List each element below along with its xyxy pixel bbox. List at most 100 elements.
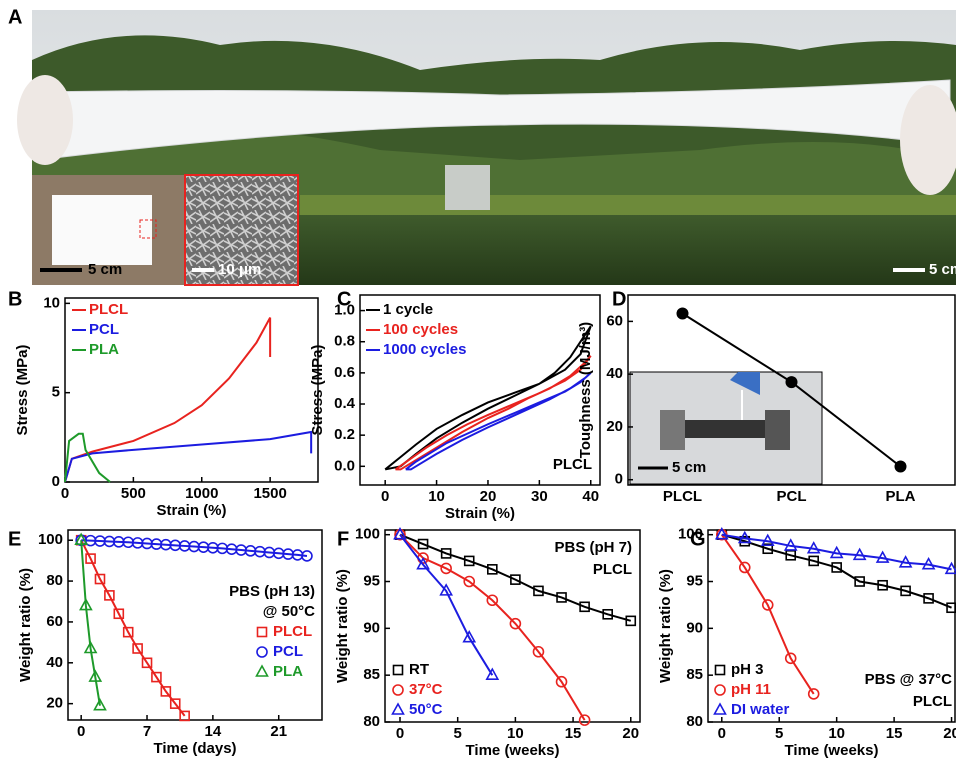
marker	[532, 645, 545, 658]
marker	[122, 626, 134, 638]
marker	[160, 686, 172, 697]
y-axis-label: Weight ratio (%)	[334, 569, 351, 683]
annotation: PBS (pH 13)	[229, 583, 315, 600]
y-tick-label: 20	[606, 418, 623, 435]
marker	[625, 615, 637, 627]
x-tick-label: 0	[77, 723, 85, 740]
y-tick-label: 95	[363, 572, 380, 589]
data-line	[64, 430, 313, 483]
marker	[854, 576, 865, 587]
x-axis-label: Time (days)	[153, 740, 236, 757]
marker	[392, 664, 404, 676]
x-axis-label: Time (weeks)	[466, 742, 560, 759]
data-line	[64, 432, 111, 483]
data-line	[80, 539, 186, 717]
marker	[831, 562, 842, 573]
marker	[439, 583, 454, 596]
x-axis-label: Strain (%)	[445, 505, 515, 522]
marker	[579, 601, 590, 613]
legend-label: PLCL	[89, 301, 128, 318]
marker	[555, 675, 568, 688]
x-tick-label: 14	[205, 723, 222, 740]
x-tick-label: 20	[622, 725, 639, 742]
plot-frame	[359, 294, 601, 486]
annotation: PBS (pH 7)	[554, 539, 632, 556]
x-axis-label: Strain (%)	[156, 502, 226, 519]
y-axis-label: Weight ratio (%)	[657, 569, 674, 683]
marker	[416, 556, 430, 570]
x-tick-label: PCL	[777, 488, 807, 505]
panel-label: F	[337, 528, 349, 550]
x-tick-label: 10	[428, 488, 445, 505]
marker	[877, 579, 888, 591]
marker	[93, 698, 107, 711]
x-tick-label: 500	[121, 485, 146, 502]
y-tick-label: 90	[363, 619, 380, 636]
x-tick-label: 0	[396, 725, 404, 742]
data-line	[720, 534, 815, 695]
marker	[533, 585, 544, 597]
plot-frame	[384, 529, 641, 723]
legend-label: PCL	[273, 643, 303, 660]
x-tick-label: 1000	[185, 485, 218, 502]
y-tick-label: 0.8	[334, 333, 355, 350]
marker	[440, 562, 452, 575]
inset-scale-label: 5 cm	[672, 459, 706, 476]
marker	[417, 538, 429, 550]
plot-frame	[64, 297, 319, 483]
x-tick-label: 1500	[253, 485, 286, 502]
marker	[94, 573, 106, 585]
x-tick-label: PLA	[886, 488, 916, 505]
marker	[391, 702, 405, 715]
data-point	[676, 307, 689, 320]
legend-label: pH 3	[731, 661, 764, 678]
marker	[393, 527, 407, 540]
plot-frame	[67, 529, 323, 721]
annotation: PLCL	[913, 693, 952, 710]
data-line	[399, 533, 632, 622]
x-tick-label: 21	[270, 723, 287, 740]
marker	[946, 602, 956, 614]
x-tick-label: 10	[507, 725, 524, 742]
y-tick-label: 10	[43, 294, 60, 311]
panel-label: A	[8, 6, 22, 28]
legend-label: pH 11	[731, 681, 771, 698]
scale-bar-label: 5 cm	[929, 261, 956, 278]
marker	[829, 545, 844, 559]
marker	[132, 643, 143, 654]
marker	[169, 698, 181, 709]
inset-photo: 5 cm	[629, 371, 823, 485]
marker	[88, 669, 103, 682]
y-tick-label: 1.0	[334, 302, 355, 319]
annotation: @ 50°C	[263, 603, 315, 620]
data-line	[399, 533, 586, 721]
x-tick-label: 5	[775, 725, 783, 742]
marker	[85, 553, 96, 564]
x-tick-label: 0	[381, 488, 389, 505]
marker	[104, 590, 115, 601]
x-tick-label: 5	[454, 725, 462, 742]
marker	[784, 652, 797, 665]
marker	[83, 640, 98, 654]
scale-bar-label: 5 cm	[88, 261, 122, 278]
marker	[79, 597, 93, 611]
y-tick-label: 100	[678, 526, 703, 543]
annotation: PLCL	[593, 561, 632, 578]
y-tick-label: 80	[46, 572, 63, 589]
y-tick-label: 0	[52, 473, 60, 490]
legend-label: PLCL	[273, 623, 312, 640]
y-tick-label: 0.0	[334, 457, 355, 474]
legend-label: PLA	[89, 341, 119, 358]
y-tick-label: 40	[606, 365, 623, 382]
data-line	[721, 533, 952, 571]
x-tick-label: 7	[143, 723, 151, 740]
data-line	[399, 534, 494, 676]
data-point	[785, 376, 798, 389]
marker	[898, 555, 913, 568]
marker	[485, 667, 500, 680]
marker	[74, 532, 89, 546]
marker	[900, 585, 911, 597]
marker	[510, 574, 521, 585]
data-line	[721, 533, 952, 609]
panel-label: E	[8, 528, 21, 550]
